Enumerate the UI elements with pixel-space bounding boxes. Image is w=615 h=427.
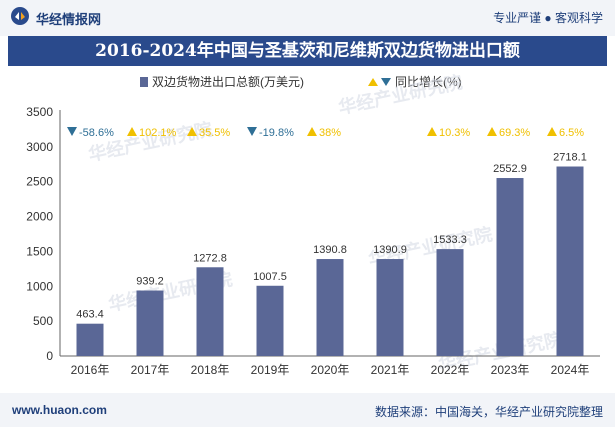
growth-label: 102.1%: [139, 127, 177, 139]
site-url[interactable]: www.huaon.com: [12, 403, 107, 417]
bar[interactable]: [436, 249, 464, 356]
bar-value-label: 939.2: [136, 276, 164, 288]
legend-up-triangle-icon: [368, 78, 378, 86]
bar-value-label: 2552.9: [493, 163, 527, 175]
y-tick-label: 3500: [26, 105, 53, 119]
growth-up-triangle-icon: [547, 127, 557, 136]
title-bar: 2016-2024年中国与圣基茨和尼维斯双边货物进出口额: [8, 36, 607, 66]
legend-down-triangle-icon: [381, 78, 391, 86]
chart-legend: 双边货物进出口总额(万美元) 同比增长(%): [140, 74, 462, 89]
growth-label: -58.6%: [79, 127, 114, 139]
bar[interactable]: [76, 323, 104, 356]
x-tick-label: 2023年: [491, 363, 530, 377]
growth-down-triangle-icon: [67, 127, 77, 136]
y-tick-label: 1500: [26, 244, 53, 258]
legend-bar-swatch: [140, 77, 148, 87]
bar-value-label: 1272.8: [193, 252, 227, 264]
x-tick-label: 2019年: [251, 363, 290, 377]
growth-up-triangle-icon: [487, 127, 497, 136]
bar-value-label: 1007.5: [253, 271, 287, 283]
bar[interactable]: [136, 290, 164, 356]
bar-value-label: 463.4: [76, 309, 104, 321]
x-tick-label: 2017年: [131, 363, 170, 377]
top-banner: 华经情报网 专业严谨 ● 客观科学: [0, 0, 615, 36]
bar-chart: 双边货物进出口总额(万美元) 同比增长(%) 华经产业研究院 华经产业研究院 华…: [26, 71, 600, 377]
site-name: 华经情报网: [36, 12, 102, 27]
x-tick-label: 2021年: [371, 363, 410, 377]
y-tick-label: 2000: [26, 210, 53, 224]
growth-label: 6.5%: [559, 127, 584, 139]
bar[interactable]: [256, 285, 284, 356]
legend-bar-label: 双边货物进出口总额(万美元): [152, 74, 304, 89]
chart-title: 2016-2024年中国与圣基茨和尼维斯双边货物进出口额: [95, 41, 520, 61]
growth-up-triangle-icon: [127, 127, 137, 136]
y-tick-label: 3000: [26, 140, 53, 154]
bar-value-label: 2718.1: [553, 152, 587, 164]
bar-value-label: 1390.8: [313, 244, 347, 256]
growth-label: 69.3%: [499, 127, 530, 139]
watermark: 华经产业研究院: [86, 118, 214, 165]
y-tick-label: 1000: [26, 279, 53, 293]
growth-up-triangle-icon: [427, 127, 437, 136]
x-tick-label: 2018年: [191, 363, 230, 377]
x-tick-label: 2020年: [311, 363, 350, 377]
bar[interactable]: [316, 259, 344, 356]
x-tick-label: 2024年: [551, 363, 590, 377]
bar[interactable]: [496, 178, 524, 356]
growth-up-triangle-icon: [307, 127, 317, 136]
bar-value-label: 1533.3: [433, 234, 467, 246]
y-tick-label: 2500: [26, 175, 53, 189]
bar[interactable]: [556, 166, 584, 356]
growth-label: -19.8%: [259, 127, 294, 139]
tagline: 专业严谨 ● 客观科学: [493, 11, 603, 25]
growth-label: 10.3%: [439, 127, 470, 139]
x-tick-label: 2022年: [431, 363, 470, 377]
legend-growth-label: 同比增长(%): [395, 75, 462, 89]
growth-label: 38%: [319, 127, 341, 139]
growth-down-triangle-icon: [247, 127, 257, 136]
y-tick-label: 500: [33, 314, 53, 328]
growth-up-triangle-icon: [187, 127, 197, 136]
bar[interactable]: [196, 267, 224, 356]
bar-value-label: 1390.9: [373, 244, 407, 256]
huajing-logo-icon: [11, 7, 29, 25]
y-tick-label: 0: [46, 349, 53, 363]
bottom-banner: www.huaon.com 数据来源：中国海关，华经产业研究院整理: [0, 393, 615, 427]
bar[interactable]: [376, 259, 404, 356]
growth-label: 35.5%: [199, 127, 230, 139]
data-source: 数据来源：中国海关，华经产业研究院整理: [374, 405, 603, 419]
x-tick-label: 2016年: [71, 363, 110, 377]
